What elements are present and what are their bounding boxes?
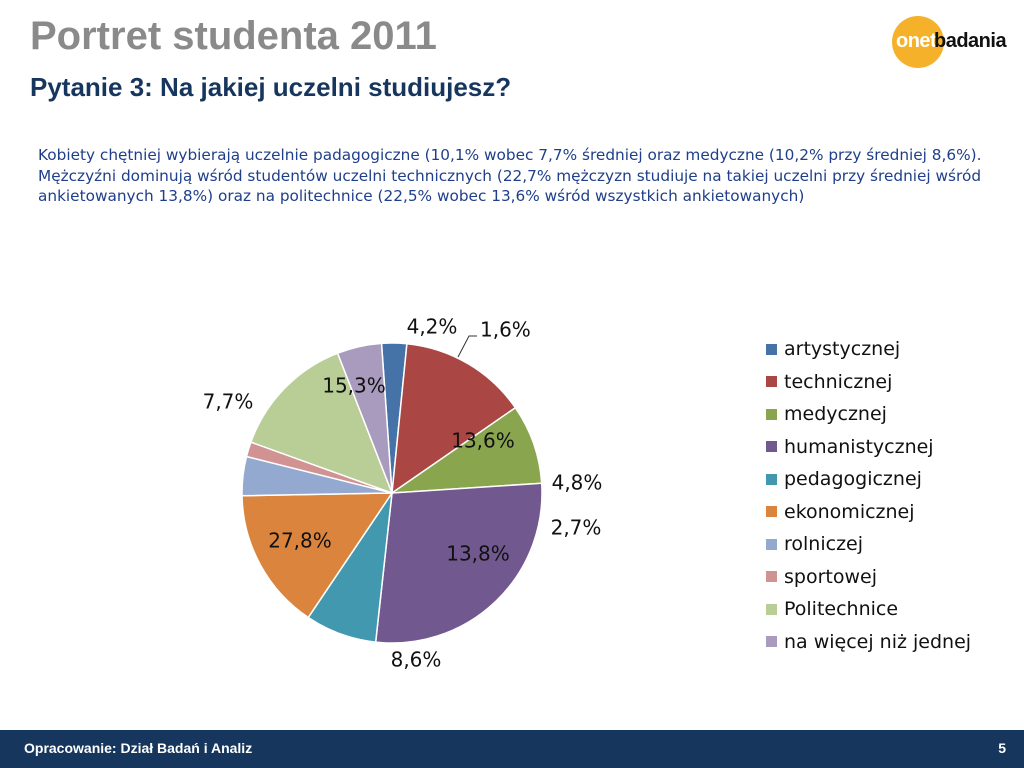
slice-data-label: 27,8% <box>268 529 332 553</box>
legend-item: Politechnice <box>766 593 1016 626</box>
logo-badania-text: badania <box>934 30 1007 52</box>
legend-label: Politechnice <box>784 598 899 621</box>
pie-slice <box>241 492 394 619</box>
footer-bar: Opracowanie: Dział Badań i Analiz 5 <box>0 730 1024 768</box>
slice-data-label: 1,6% <box>480 318 531 342</box>
pie-slice <box>336 342 393 494</box>
legend-label: rolniczej <box>784 533 864 556</box>
legend-label: ekonomicznej <box>784 500 915 523</box>
legend-label: pedagogicznej <box>784 468 922 491</box>
legend-label: sportowej <box>784 565 877 588</box>
pie-slice <box>374 482 543 644</box>
legend-item: artystycznej <box>766 333 1016 366</box>
slice-data-label: 13,8% <box>446 542 510 566</box>
pie-slice <box>391 342 517 495</box>
question-subtitle: Pytanie 3: Na jakiej uczelni studiujesz? <box>30 72 512 102</box>
legend-swatch <box>766 636 777 648</box>
legend-swatch <box>766 538 777 550</box>
slice-data-label: 8,6% <box>391 648 442 672</box>
logo-circle-icon <box>892 16 944 68</box>
slice-data-label: 13,6% <box>451 429 515 453</box>
legend-item: sportowej <box>766 561 1016 594</box>
leader-line <box>457 335 477 358</box>
pie-slice <box>249 352 394 495</box>
slice-data-label: 4,8% <box>552 471 603 495</box>
footer-credit: Opracowanie: Dział Badań i Analiz <box>24 740 253 756</box>
legend-item: pedagogicznej <box>766 463 1016 496</box>
legend-swatch <box>766 408 777 420</box>
page-title: Portret studenta 2011 <box>30 14 437 58</box>
legend-swatch <box>766 506 777 518</box>
legend-label: humanistycznej <box>784 435 934 458</box>
pie-chart: 2,7% 13,8% 8,6% 27,8% 7,7% 15,3% 4,2% 1,6% 13,6%… <box>203 315 603 672</box>
legend-swatch <box>766 603 777 615</box>
legend-item: rolniczej <box>766 528 1016 561</box>
slice-data-label: 2,7% <box>551 516 602 540</box>
legend-item: na więcej niż jednej <box>766 626 1016 659</box>
legend-label: medycznej <box>784 403 887 426</box>
page-number: 5 <box>998 740 1006 756</box>
legend-swatch <box>766 376 777 388</box>
onet-badania-logo: onet badania <box>888 14 1012 70</box>
slice-data-label: 15,3% <box>322 374 386 398</box>
logo-onet-text: onet <box>896 30 937 52</box>
slice-data-label: 7,7% <box>203 390 254 414</box>
legend-label: na więcej niż jednej <box>784 630 972 653</box>
legend-item: technicznej <box>766 366 1016 399</box>
legend-label: technicznej <box>784 370 893 393</box>
description-text: Kobiety chętniej wybierają uczelnie pada… <box>38 146 982 206</box>
legend-swatch <box>766 571 777 583</box>
legend-swatch <box>766 473 777 485</box>
legend-swatch <box>766 343 777 355</box>
legend-item: humanistycznej <box>766 431 1016 464</box>
legend-item: ekonomicznej <box>766 496 1016 529</box>
legend-label: artystycznej <box>784 338 901 361</box>
chart-legend: artystycznej technicznej medycznej human… <box>766 333 1016 658</box>
legend-item: medycznej <box>766 398 1016 431</box>
slice-data-label: 4,2% <box>407 315 458 339</box>
legend-swatch <box>766 441 777 453</box>
